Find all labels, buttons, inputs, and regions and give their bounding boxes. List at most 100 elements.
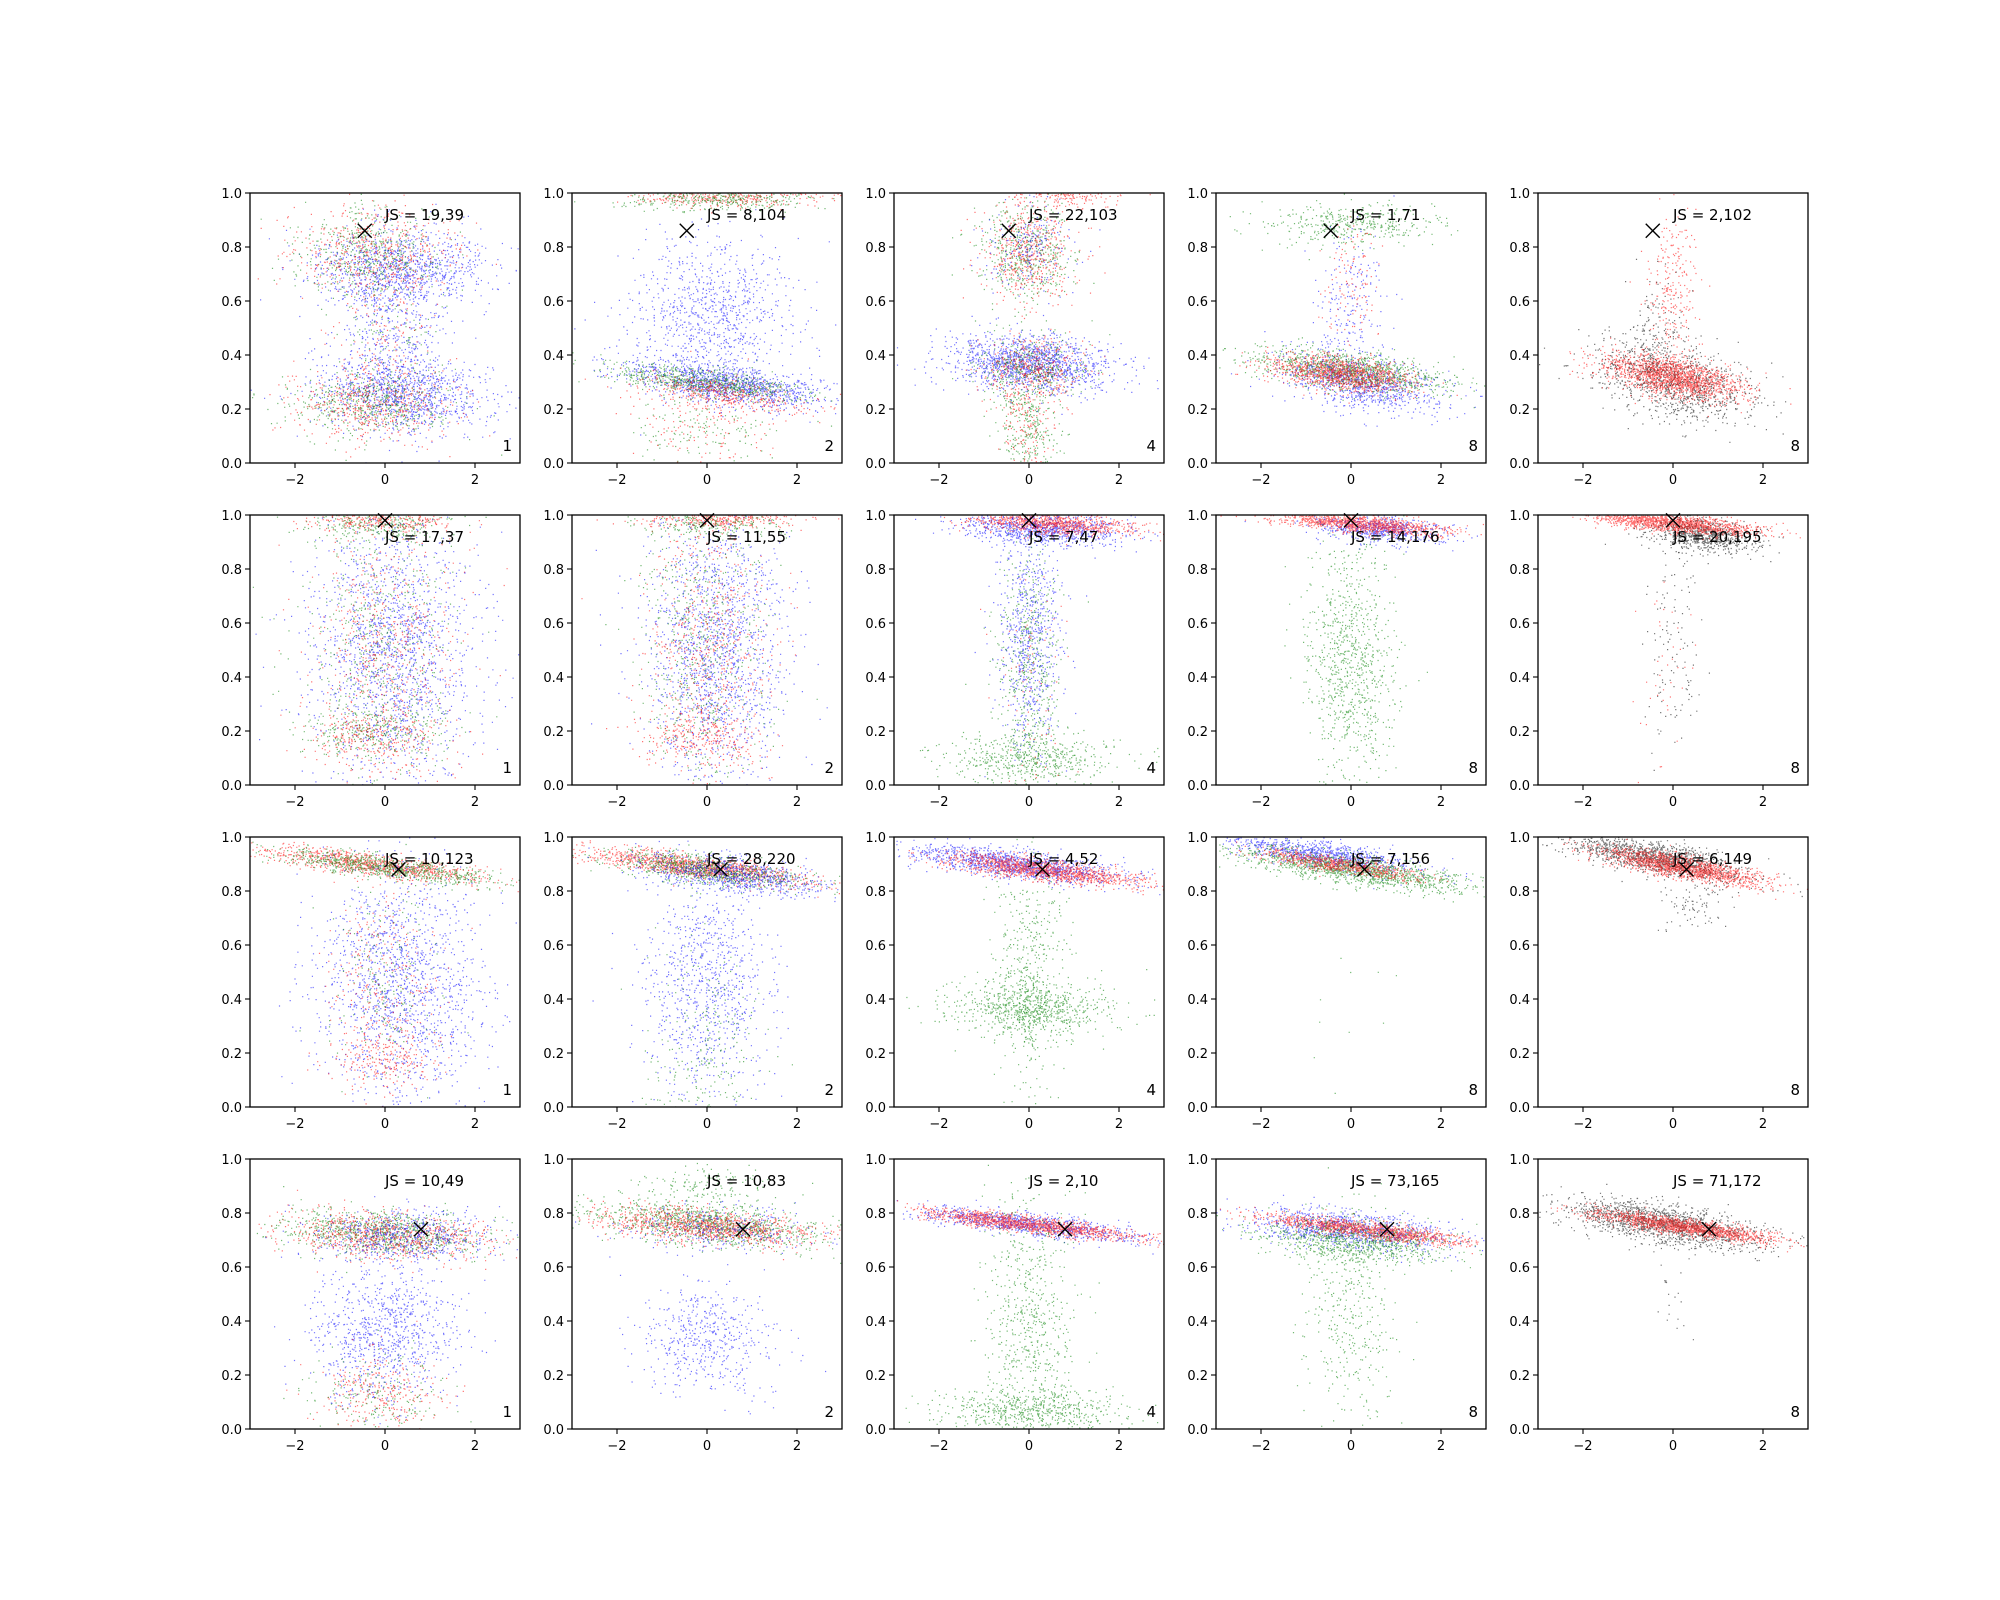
x-tick-label: 0 xyxy=(381,1439,389,1454)
scatter-points xyxy=(896,193,1159,463)
y-tick-label: 0.8 xyxy=(543,885,564,900)
k-label: 1 xyxy=(502,437,512,455)
y-tick-label: 0.8 xyxy=(221,885,242,900)
x-tick-label: −2 xyxy=(607,795,626,810)
x-tick-label: 0 xyxy=(381,795,389,810)
y-tick-label: 0.6 xyxy=(543,617,564,632)
panel-0-1: 0.0 0.2 0.4 0.6 0.8 1.0 −2 0 2 JS = 8,104 2 xyxy=(543,187,843,488)
js-label: JS = 8,104 xyxy=(706,206,786,224)
k-label: 2 xyxy=(824,437,834,455)
x-tick-label: −2 xyxy=(1251,473,1270,488)
panel-2-1: 0.0 0.2 0.4 0.6 0.8 1.0 −2 0 2 JS = 28,220 2 xyxy=(543,831,843,1132)
y-tick-label: 0.2 xyxy=(1509,1369,1530,1384)
panel-2-3: 0.0 0.2 0.4 0.6 0.8 1.0 −2 0 2 JS = 7,156 8 xyxy=(1187,831,1487,1132)
js-label: JS = 28,220 xyxy=(706,850,796,868)
y-tick-label: 0.0 xyxy=(865,1101,886,1116)
y-tick-label: 0.2 xyxy=(221,1369,242,1384)
y-tick-label: 0.8 xyxy=(1187,1207,1208,1222)
panel-3-2: 0.0 0.2 0.4 0.6 0.8 1.0 −2 0 2 JS = 2,10 4 xyxy=(865,1153,1165,1454)
point-cluster-blue xyxy=(587,845,842,906)
y-tick-label: 0.0 xyxy=(865,457,886,472)
y-tick-label: 1.0 xyxy=(1509,831,1530,846)
k-label: 1 xyxy=(502,759,512,777)
js-label: JS = 19,39 xyxy=(384,206,464,224)
x-marker xyxy=(1665,512,1681,528)
y-tick-label: 0.2 xyxy=(1509,725,1530,740)
y-tick-label: 0.4 xyxy=(865,993,886,1008)
k-label: 8 xyxy=(1790,437,1800,455)
y-tick-label: 0.8 xyxy=(543,563,564,578)
y-tick-label: 0.2 xyxy=(543,403,564,418)
scatter-points xyxy=(1539,1183,1808,1341)
point-cluster-red xyxy=(943,515,1164,546)
panel-0-3: 0.0 0.2 0.4 0.6 0.8 1.0 −2 0 2 JS = 1,71 8 xyxy=(1187,187,1487,488)
y-tick-label: 1.0 xyxy=(1509,509,1530,524)
y-tick-label: 1.0 xyxy=(543,509,564,524)
x-tick-label: −2 xyxy=(929,795,948,810)
scatter-points xyxy=(581,515,840,785)
y-tick-label: 1.0 xyxy=(1509,1153,1530,1168)
y-tick-label: 0.4 xyxy=(543,1315,564,1330)
x-tick-label: 0 xyxy=(381,1117,389,1132)
point-cluster-blue xyxy=(250,336,520,462)
y-tick-label: 0.2 xyxy=(1187,725,1208,740)
x-tick-label: 0 xyxy=(703,1439,711,1454)
y-tick-label: 1.0 xyxy=(543,831,564,846)
panel-1-2: 0.0 0.2 0.4 0.6 0.8 1.0 −2 0 2 JS = 7,47 4 xyxy=(865,509,1165,810)
js-label: JS = 10,49 xyxy=(384,1172,464,1190)
y-tick-label: 0.6 xyxy=(543,1261,564,1276)
y-tick-label: 0.8 xyxy=(1509,241,1530,256)
panel-3-3: 0.0 0.2 0.4 0.6 0.8 1.0 −2 0 2 JS = 73,165 8 xyxy=(1187,1153,1487,1454)
x-marker xyxy=(377,512,393,528)
scatter-points xyxy=(250,193,520,463)
y-tick-label: 0.0 xyxy=(543,1101,564,1116)
y-tick-label: 0.6 xyxy=(221,295,242,310)
scatter-points xyxy=(1220,515,1484,785)
scatter-points xyxy=(915,515,1164,785)
y-tick-label: 0.6 xyxy=(1509,295,1530,310)
x-tick-label: 0 xyxy=(1669,1439,1677,1454)
y-tick-label: 0.0 xyxy=(865,779,886,794)
x-marker xyxy=(1701,1221,1717,1237)
x-tick-label: −2 xyxy=(1573,1117,1592,1132)
x-tick-label: 0 xyxy=(1669,795,1677,810)
k-label: 2 xyxy=(824,759,834,777)
y-tick-label: 0.6 xyxy=(221,617,242,632)
scatter-points xyxy=(1216,1167,1485,1427)
js-label: JS = 6,149 xyxy=(1672,850,1752,868)
panels: 0.00.20.40.60.81.0−2 0 2JS = 19,3910.00.20… xyxy=(221,187,1809,1454)
x-marker xyxy=(357,223,373,239)
y-tick-label: 0.2 xyxy=(543,1047,564,1062)
y-tick-label: 0.8 xyxy=(865,885,886,900)
y-tick-label: 0.4 xyxy=(221,671,242,686)
x-tick-label: −2 xyxy=(607,1439,626,1454)
point-cluster-blue xyxy=(574,209,837,436)
x-tick-label: 2 xyxy=(1759,1439,1767,1454)
y-tick-label: 0.6 xyxy=(221,1261,242,1276)
point-cluster-green xyxy=(572,352,833,410)
y-tick-label: 1.0 xyxy=(865,187,886,202)
x-marker xyxy=(1357,861,1372,877)
y-tick-label: 0.6 xyxy=(1187,1261,1208,1276)
x-tick-label: −2 xyxy=(1251,1117,1270,1132)
y-tick-label: 0.0 xyxy=(543,779,564,794)
x-tick-label: −2 xyxy=(607,473,626,488)
x-tick-label: 2 xyxy=(793,1439,801,1454)
point-cluster-black xyxy=(1604,515,1784,565)
y-tick-label: 0.2 xyxy=(1509,1047,1530,1062)
x-tick-label: −2 xyxy=(1251,795,1270,810)
y-tick-label: 1.0 xyxy=(1509,187,1530,202)
point-cluster-green xyxy=(905,1379,1159,1429)
x-tick-label: 2 xyxy=(793,1117,801,1132)
js-label: JS = 17,37 xyxy=(384,528,464,546)
js-label: JS = 10,83 xyxy=(706,1172,786,1190)
panel-2-4: 0.0 0.2 0.4 0.6 0.8 1.0 −2 0 2 JS = 6,149 8 xyxy=(1509,831,1809,1132)
y-tick-label: 0.0 xyxy=(865,1423,886,1438)
x-marker xyxy=(1021,512,1037,528)
x-tick-label: 2 xyxy=(1437,795,1445,810)
y-tick-label: 0.8 xyxy=(221,563,242,578)
x-tick-label: 2 xyxy=(1115,473,1123,488)
y-tick-label: 0.8 xyxy=(865,241,886,256)
y-tick-label: 0.0 xyxy=(543,1423,564,1438)
